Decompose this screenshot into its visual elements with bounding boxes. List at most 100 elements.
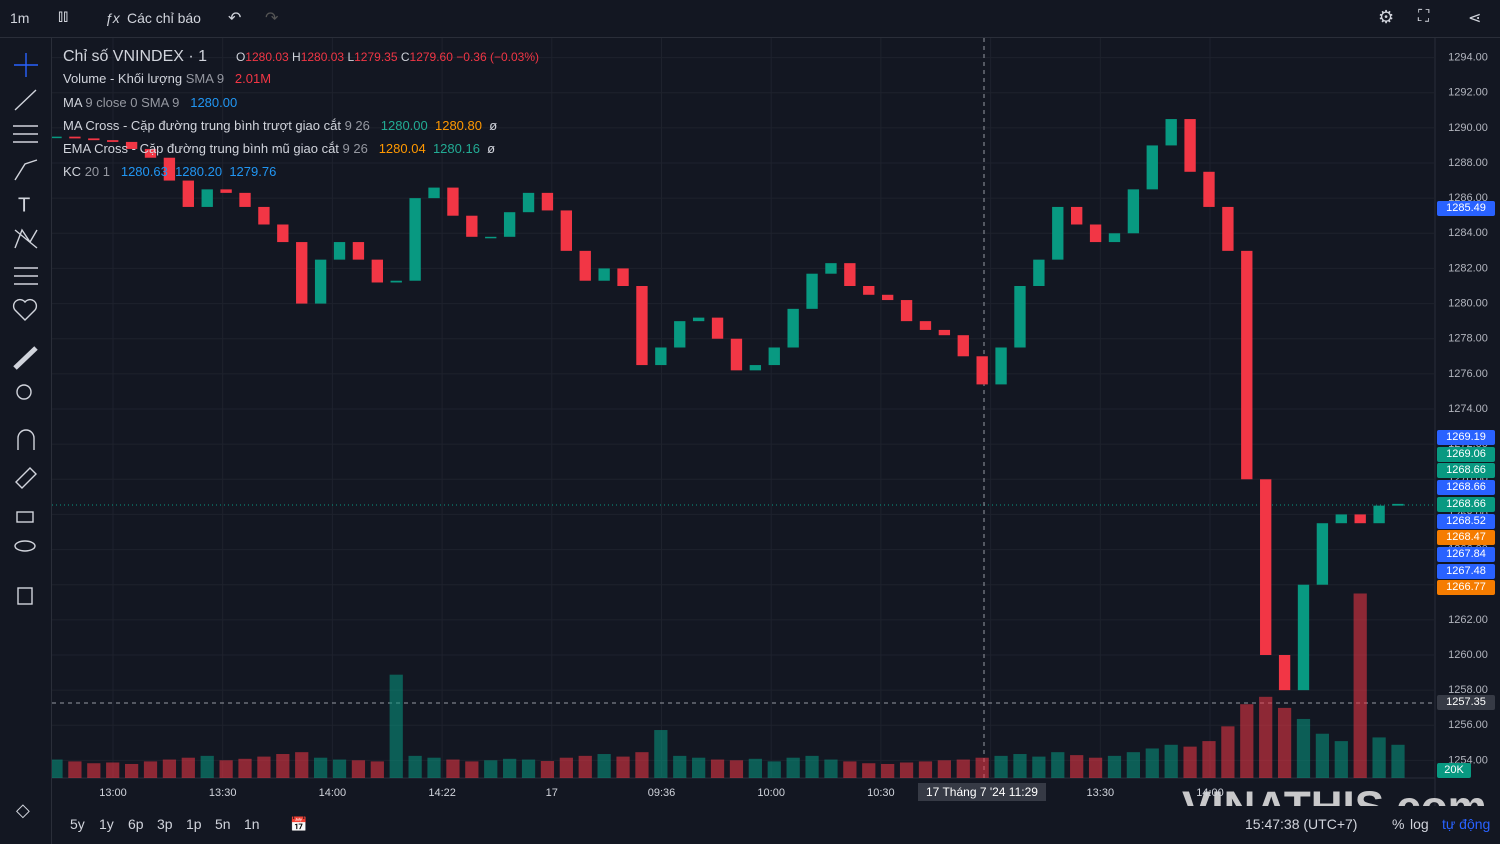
price-tag: 1268.47 bbox=[1437, 530, 1495, 546]
legend-ema-cross: EMA Cross - Cặp đường trung bình mũ giao… bbox=[63, 141, 539, 164]
zoom-tool[interactable] bbox=[16, 384, 32, 400]
volume-bar bbox=[918, 761, 933, 778]
interval-button[interactable]: 1m bbox=[10, 10, 30, 26]
layers-button[interactable]: ◇ bbox=[16, 800, 30, 820]
candle bbox=[1052, 206, 1064, 260]
volume-bar bbox=[446, 759, 460, 778]
auto-button[interactable]: tự động bbox=[1442, 816, 1491, 832]
drawing-toolbar: T ◇ bbox=[0, 38, 52, 844]
y-tick-label: 1292.00 bbox=[1448, 87, 1488, 99]
undo-button[interactable]: ↶ bbox=[228, 10, 242, 27]
volume-bar bbox=[1277, 707, 1292, 778]
volume-bar bbox=[521, 759, 536, 778]
candle bbox=[541, 192, 554, 211]
volume-bar bbox=[843, 761, 857, 778]
volume-bar bbox=[994, 755, 1008, 778]
legend-kc: KC 20 1 1280.63 1280.20 1279.76 bbox=[63, 164, 539, 187]
indicator-params: 9 26 bbox=[344, 117, 370, 133]
candle bbox=[938, 329, 951, 336]
volume-bar bbox=[314, 757, 328, 778]
range-button[interactable]: 5n bbox=[215, 816, 231, 832]
percent-button[interactable]: % bbox=[1392, 816, 1405, 832]
x-tick-label: 10:00 bbox=[757, 787, 785, 799]
lock-drawing-tool[interactable] bbox=[15, 467, 37, 489]
legend-volume: Volume - Khối lượng SMA 9 2.01M bbox=[63, 71, 539, 94]
volume-bar bbox=[219, 760, 233, 778]
indicator-name: Volume - Khối lượng bbox=[63, 71, 183, 87]
volume-bar bbox=[181, 757, 195, 778]
volume-bar bbox=[143, 761, 158, 778]
range-button[interactable]: 1y bbox=[99, 816, 114, 832]
trendline-tool[interactable] bbox=[14, 89, 37, 111]
volume-bar bbox=[956, 759, 970, 778]
ohlc-value: 1280.03 bbox=[300, 50, 345, 64]
change-value: −0.36 (−0.03%) bbox=[456, 50, 539, 64]
indicator-params: 9 close 0 SMA 9 bbox=[85, 94, 180, 110]
fullscreen-button[interactable]: ⛶ bbox=[1418, 8, 1430, 25]
delete-tool[interactable] bbox=[17, 587, 33, 605]
indicator-params: 9 26 bbox=[342, 141, 368, 157]
crosshair-tool[interactable] bbox=[14, 53, 38, 77]
prediction-tool[interactable] bbox=[14, 267, 38, 285]
candle bbox=[1278, 655, 1291, 691]
indicator-name: EMA Cross - Cặp đường trung bình mũ giao… bbox=[63, 141, 339, 157]
price-tag: 1267.48 bbox=[1437, 563, 1495, 579]
indicator-params: SMA 9 bbox=[185, 71, 225, 87]
ohlc-value: 1280.03 bbox=[245, 50, 289, 64]
candle bbox=[749, 365, 762, 371]
fx-icon: ƒx bbox=[105, 10, 120, 26]
brush-tool[interactable] bbox=[14, 159, 38, 181]
indicator-name: KC bbox=[63, 164, 82, 180]
candle bbox=[1222, 206, 1234, 251]
volume-bar bbox=[937, 760, 951, 778]
redo-button[interactable]: ↷ bbox=[265, 10, 279, 27]
share-button[interactable]: ⋖ bbox=[1468, 10, 1482, 27]
visibility-tool[interactable] bbox=[14, 540, 36, 552]
volume-bar bbox=[427, 757, 441, 778]
candle bbox=[692, 317, 705, 322]
lock-tool[interactable] bbox=[16, 511, 34, 523]
range-button[interactable]: 3p bbox=[157, 816, 173, 832]
symbol-title[interactable]: Chỉ số VNINDEX · 1 bbox=[63, 48, 208, 65]
log-button[interactable]: log bbox=[1410, 816, 1429, 832]
candle bbox=[314, 259, 327, 304]
ohlc-label: L bbox=[347, 50, 355, 64]
candle bbox=[503, 212, 516, 237]
candle bbox=[806, 273, 818, 309]
price-tag: 1268.52 bbox=[1437, 513, 1495, 529]
volume-bar bbox=[1334, 741, 1348, 778]
candle bbox=[957, 335, 969, 357]
indicators-button[interactable]: Các chỉ báo bbox=[127, 10, 201, 26]
text-tool[interactable]: T bbox=[18, 194, 30, 216]
volume-bar bbox=[1126, 752, 1140, 778]
range-button[interactable]: 5y bbox=[70, 816, 85, 832]
range-button[interactable]: 6p bbox=[128, 816, 144, 832]
candle bbox=[1297, 584, 1310, 691]
volume-bar bbox=[1296, 718, 1311, 778]
settings-button[interactable]: ⚙ bbox=[1378, 7, 1395, 27]
price-tag: 1285.49 bbox=[1437, 201, 1495, 216]
price-tag: 1269.19 bbox=[1437, 430, 1495, 445]
ruler-tool[interactable] bbox=[13, 346, 38, 370]
fib-tool[interactable] bbox=[13, 125, 38, 143]
magnet-tool[interactable] bbox=[17, 429, 35, 450]
date-range-button[interactable]: 📅 bbox=[290, 816, 308, 832]
range-button[interactable]: 1n bbox=[244, 816, 260, 832]
ohlc-value: 1279.35 bbox=[354, 50, 398, 64]
volume-bar bbox=[389, 674, 403, 778]
candle bbox=[258, 206, 270, 225]
volume-bar bbox=[1353, 593, 1367, 778]
x-tick-label: 13:30 bbox=[209, 787, 237, 799]
volume-tag: 20K bbox=[1437, 763, 1471, 778]
favorite-tool[interactable] bbox=[12, 298, 38, 321]
volume-bar bbox=[635, 752, 649, 778]
range-button[interactable]: 1p bbox=[186, 816, 202, 832]
volume-bar bbox=[824, 759, 838, 778]
chart-type-button[interactable]: ⫾⫾ bbox=[58, 8, 69, 25]
volume-bar bbox=[295, 752, 309, 778]
indicator-value: 1280.16 bbox=[432, 141, 480, 157]
candle bbox=[1089, 224, 1102, 243]
bottom-toolbar: 15:47:38 (UTC+7) % log tự động 📅 5y 1y 6p 3… bbox=[52, 806, 1500, 844]
volume-bar bbox=[124, 763, 139, 778]
pattern-tool[interactable] bbox=[14, 228, 38, 249]
